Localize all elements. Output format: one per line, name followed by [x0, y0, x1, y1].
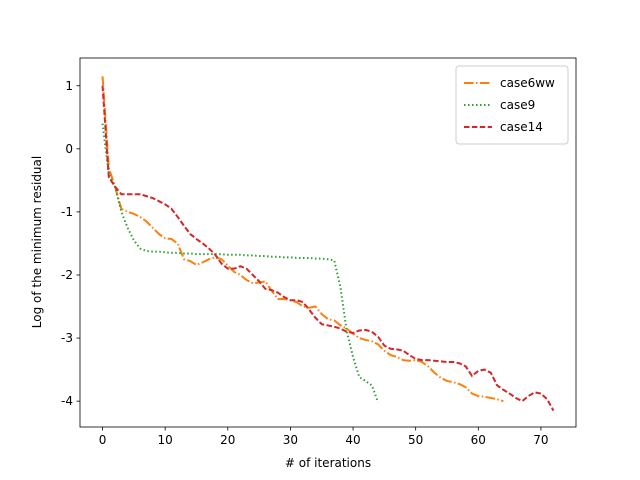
- x-tick-label: 30: [283, 433, 298, 447]
- x-tick-label: 70: [533, 433, 548, 447]
- x-tick-label: 40: [345, 433, 360, 447]
- y-tick-label: -2: [61, 268, 73, 282]
- y-tick-label: 1: [65, 79, 73, 93]
- legend-label: case9: [500, 98, 535, 112]
- y-tick-label: -4: [61, 394, 73, 408]
- x-axis-label: # of iterations: [285, 456, 371, 470]
- series-line: [101, 123, 380, 403]
- y-tick-label: -3: [61, 331, 73, 345]
- plot-frame: [79, 57, 577, 428]
- legend-label: case6ww: [500, 76, 555, 90]
- x-tick-label: 10: [158, 433, 173, 447]
- x-tick-label: 50: [408, 433, 423, 447]
- y-tick-label: -1: [61, 205, 73, 219]
- y-tick-label: 0: [65, 142, 73, 156]
- x-tick-label: 0: [99, 433, 107, 447]
- series-line: [101, 85, 555, 412]
- series-line: [101, 76, 504, 403]
- legend-box: [455, 65, 569, 145]
- x-tick-label: 60: [471, 433, 486, 447]
- legend-label: case14: [500, 120, 543, 134]
- x-tick-label: 20: [220, 433, 235, 447]
- y-axis-label: Log of the minimum residual: [30, 156, 44, 328]
